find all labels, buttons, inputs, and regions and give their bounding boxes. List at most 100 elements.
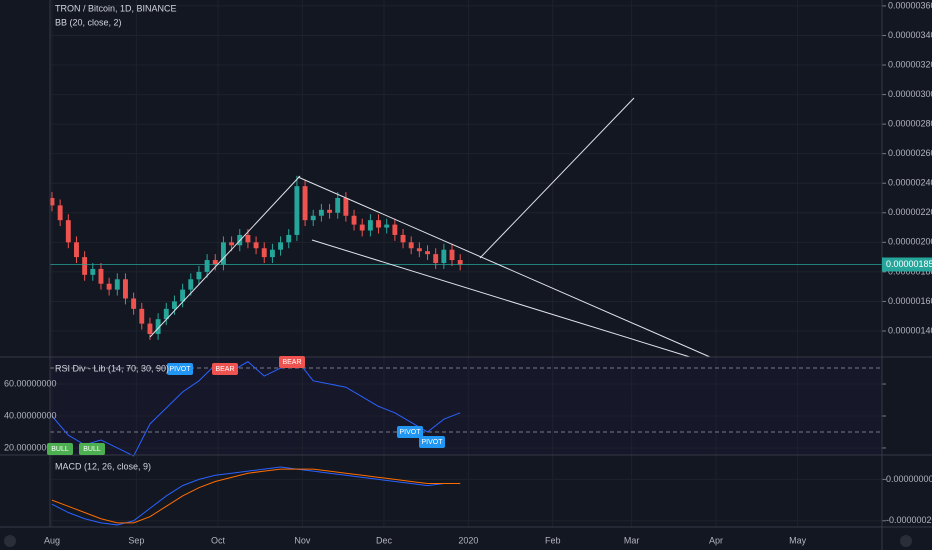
x-tick-label: Dec <box>376 535 393 545</box>
x-tick-label: Aug <box>44 535 60 545</box>
candle-body <box>425 251 430 255</box>
signal-label: BULL <box>83 446 101 453</box>
candle-body <box>359 224 365 231</box>
y-tick-label: 0.00000340 <box>888 30 932 40</box>
signal-box <box>47 443 73 455</box>
y-tick-label: 0.00000160 <box>888 296 932 306</box>
candle-body <box>196 271 202 280</box>
x-tick-label: Sep <box>128 535 144 545</box>
y-tick-label: 60.00000000 <box>4 378 57 388</box>
indicator-title: RSI Div - Lib (14, 70, 30, 90) <box>55 363 169 373</box>
labels: Aug Sep Oct Nov Dec 2020 Feb Mar Apr May 0.0000014… <box>4 0 932 545</box>
candle-body <box>212 260 218 265</box>
candle-body <box>114 279 120 290</box>
last-price-box <box>882 257 932 272</box>
y-tick-label: 0.00000220 <box>888 207 932 217</box>
candle-body <box>155 319 161 334</box>
candle-body <box>90 268 96 275</box>
candle-body <box>98 268 104 284</box>
series-line <box>51 359 461 457</box>
candle-body <box>449 249 455 261</box>
grid <box>50 0 886 527</box>
candle-body <box>294 186 300 235</box>
y-tick-label: 0.00000300 <box>888 89 932 99</box>
candle-body <box>335 198 341 213</box>
trend-line <box>479 97 635 259</box>
series-line <box>51 468 461 524</box>
trend-line <box>297 176 711 358</box>
x-tick-label: May <box>789 535 807 545</box>
candle-body <box>376 220 381 228</box>
candle-body <box>457 260 463 265</box>
signal-box <box>167 363 193 375</box>
indicator-title: MACD (12, 26, close, 9) <box>55 461 151 471</box>
x-tick-label: Mar <box>624 535 640 545</box>
y-tick-label: 0.00000240 <box>888 178 932 188</box>
y-tick-label: 0.00000200 <box>888 237 932 247</box>
trend-line <box>311 239 691 358</box>
y-tick-label: 0.00000260 <box>888 148 932 158</box>
candle-body <box>441 249 447 264</box>
signal-box <box>79 443 105 455</box>
x-tick-label: Nov <box>294 535 311 545</box>
candle-body <box>171 301 177 309</box>
candle-body <box>269 249 275 258</box>
candle-body <box>318 209 324 216</box>
candle-body <box>286 234 292 243</box>
candle-body <box>343 198 349 216</box>
trend-line <box>149 175 301 338</box>
last-price-label: 0.00000185 <box>886 259 932 269</box>
y-tick-label: 0.00000000 <box>886 474 932 484</box>
candle-body <box>392 224 398 235</box>
x-tick-label: 2020 <box>458 535 478 545</box>
candle-body <box>384 224 390 228</box>
signal-box <box>212 363 238 375</box>
candle-body <box>261 248 267 258</box>
candle-body <box>74 242 79 258</box>
auto-scale-button[interactable] <box>900 535 912 547</box>
signal-label: PIVOT <box>421 439 443 446</box>
x-tick-label: Apr <box>709 535 723 545</box>
candle-body <box>408 242 414 249</box>
signal-label: BEAR <box>282 359 301 366</box>
indicator-title: BB (20, close, 2) <box>55 17 122 27</box>
candle-body <box>416 248 422 252</box>
candle-body <box>253 242 259 249</box>
x-tick-label: Feb <box>545 535 561 545</box>
signal-box <box>397 426 423 438</box>
candle-body <box>188 279 194 290</box>
candle-body <box>310 215 316 221</box>
signal-label: BEAR <box>215 366 234 373</box>
candle-body <box>163 308 169 320</box>
candle-body <box>57 205 63 221</box>
candle-body <box>433 254 439 264</box>
candle-body <box>278 242 284 250</box>
candle-body <box>65 220 71 243</box>
y-tick-label: 20.00000000 <box>4 442 57 452</box>
candle-body <box>123 279 128 299</box>
candle-body <box>180 289 186 302</box>
zoom-button[interactable] <box>4 535 16 547</box>
y-tick-label: 0.00000320 <box>888 59 932 69</box>
chart-title: TRON / Bitcoin, 1D, BINANCE <box>55 3 177 13</box>
signal-box <box>279 356 305 368</box>
candle-body <box>351 215 357 225</box>
signal-label: BULL <box>51 446 69 453</box>
candle-body <box>49 198 55 206</box>
candle-body <box>302 186 308 221</box>
x-tick-label: Oct <box>211 535 226 545</box>
signal-label: PIVOT <box>399 429 421 436</box>
candle-body <box>327 209 333 213</box>
candle-body <box>147 323 153 334</box>
candle-body <box>245 234 251 243</box>
candle-body <box>220 242 226 265</box>
candle-body <box>229 242 235 246</box>
candle-body <box>204 260 210 272</box>
candle-body <box>400 234 406 243</box>
series-line <box>51 466 461 526</box>
candle-body <box>139 308 145 324</box>
candle-body <box>367 220 373 231</box>
candle-body <box>106 283 112 290</box>
